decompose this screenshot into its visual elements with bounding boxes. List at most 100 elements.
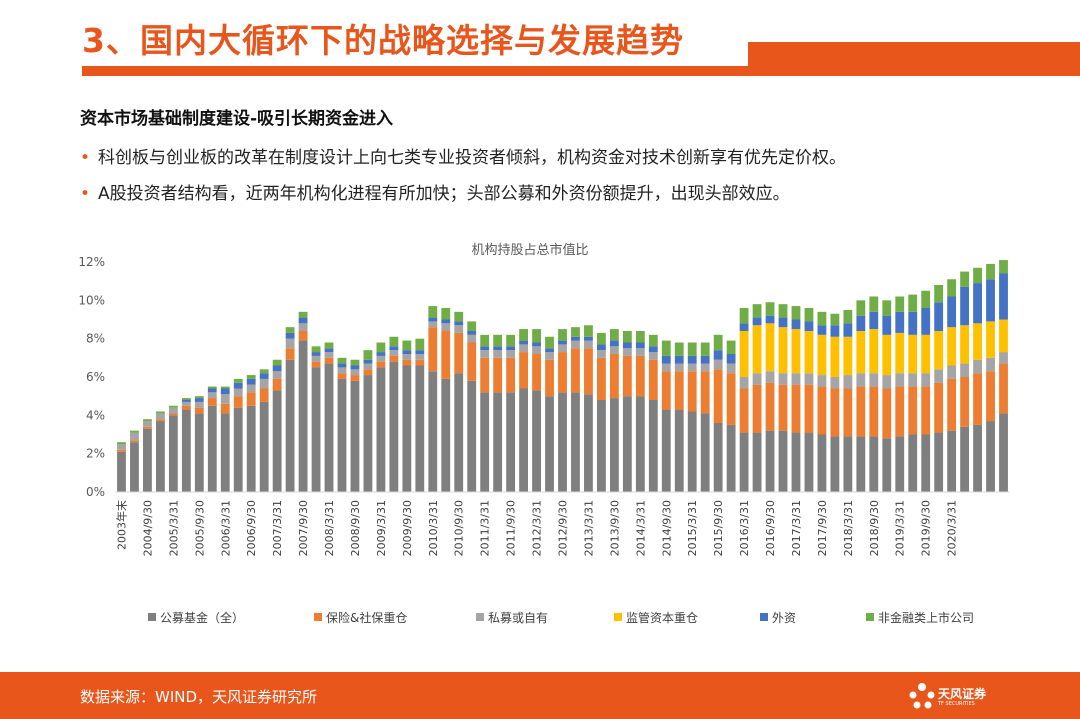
- bar-segment: [973, 359, 982, 374]
- bar-segment: [480, 350, 490, 358]
- bar-segment: [921, 308, 931, 335]
- bar-segment: [428, 371, 438, 492]
- bar-segment: [441, 319, 451, 324]
- bar-segment: [454, 321, 464, 326]
- bar-segment: [233, 388, 243, 397]
- bar-segment: [272, 365, 282, 372]
- bar-segment: [752, 384, 762, 433]
- bar-segment: [545, 352, 554, 360]
- x-tick-label: 2009/3/31: [375, 500, 388, 556]
- bullet-dot-icon: •: [80, 184, 91, 204]
- bar-segment: [376, 361, 386, 368]
- x-tick-label: 2007/3/31: [271, 500, 284, 556]
- bar-segment: [882, 300, 892, 316]
- bar-segment: [571, 327, 580, 337]
- bar-segment: [934, 331, 944, 370]
- bar-segment: [117, 451, 126, 492]
- bar-segment: [194, 413, 204, 492]
- logo-subtext: TF SECURITIES: [938, 701, 975, 707]
- bar-segment: [350, 365, 360, 370]
- bar-segment: [960, 286, 970, 326]
- bar-segment: [298, 331, 308, 341]
- bar-segment: [272, 371, 282, 379]
- bar-segment: [389, 361, 399, 492]
- bar-segment: [259, 388, 269, 402]
- footer-bar: 数据来源：WIND，天风证券研究所 天风证券 TF SECURITIES: [0, 672, 1080, 719]
- bar-segment: [726, 340, 736, 354]
- bar-segment: [739, 432, 749, 492]
- bar-segment: [324, 342, 334, 349]
- bar-segment: [817, 311, 827, 326]
- bar-segment: [363, 369, 373, 376]
- bar-segment: [220, 386, 230, 389]
- bar-segment: [609, 329, 619, 341]
- bar-segment: [207, 388, 217, 393]
- bar-segment: [220, 413, 230, 492]
- bar-segment: [817, 386, 827, 435]
- bar-segment: [960, 426, 970, 492]
- x-tick-label: 2011/9/30: [505, 500, 518, 556]
- bar-segment: [635, 355, 645, 397]
- bar-segment: [545, 348, 554, 353]
- bar-segment: [233, 407, 243, 492]
- bar-segment: [882, 375, 892, 389]
- bar-segment: [999, 260, 1008, 274]
- bar-segment: [337, 367, 347, 374]
- bar-segment: [519, 344, 528, 353]
- bar-segment: [285, 327, 295, 333]
- bar-segment: [506, 350, 516, 358]
- bar-segment: [389, 355, 399, 362]
- bar-segment: [882, 334, 892, 376]
- bar-segment: [622, 342, 632, 349]
- bar-segment: [999, 273, 1008, 320]
- bar-segment: [194, 396, 204, 399]
- x-tick-label: 2016/3/31: [738, 500, 751, 556]
- bar-segment: [895, 386, 905, 437]
- bar-segment: [519, 340, 528, 345]
- bar-segment: [506, 334, 516, 347]
- bar-segment: [584, 325, 593, 337]
- bar-segment: [648, 346, 658, 353]
- legend-swatch: [760, 613, 768, 621]
- bar-segment: [402, 354, 412, 360]
- bar-segment: [545, 336, 554, 349]
- bar-segment: [298, 340, 308, 492]
- bar-segment: [648, 352, 658, 360]
- bar-segment: [817, 325, 827, 335]
- bar-segment: [986, 321, 995, 358]
- bar-segment: [635, 396, 645, 492]
- bar-segment: [493, 346, 503, 351]
- bar-segment: [597, 357, 606, 400]
- bar-segment: [869, 386, 879, 437]
- bar-segment: [882, 438, 892, 492]
- bar-segment: [337, 357, 347, 364]
- bar-segment: [454, 325, 464, 333]
- x-tick-label: 2007/9/30: [297, 500, 310, 556]
- bar-segment: [856, 373, 866, 387]
- bar-segment: [908, 334, 918, 374]
- bar-segment: [519, 329, 528, 341]
- bar-segment: [220, 403, 230, 414]
- bar-segment: [908, 386, 918, 435]
- bar-segment: [181, 398, 191, 400]
- bar-segment: [117, 442, 126, 445]
- bar-segment: [220, 388, 230, 395]
- bar-segment: [441, 308, 451, 320]
- bar-segment: [571, 336, 580, 341]
- bar-segment: [571, 340, 580, 349]
- bar-segment: [467, 342, 477, 381]
- bar-segment: [960, 325, 970, 364]
- bar-segment: [934, 382, 944, 433]
- bar-segment: [117, 449, 126, 452]
- bullet-text: A股投资者结构看，近两年机构化进程有所加快；头部公募和外资份额提升，出现头部效应…: [98, 184, 790, 204]
- bar-segment: [389, 346, 399, 351]
- bar-segment: [519, 388, 528, 492]
- bar-segment: [791, 319, 801, 330]
- bar-segment: [752, 304, 762, 318]
- bar-segment: [350, 380, 360, 492]
- bar-segment: [168, 413, 178, 416]
- bar-segment: [246, 375, 256, 379]
- bar-segment: [220, 394, 230, 404]
- y-tick-label: 10%: [78, 293, 105, 307]
- bar-segment: [584, 336, 593, 341]
